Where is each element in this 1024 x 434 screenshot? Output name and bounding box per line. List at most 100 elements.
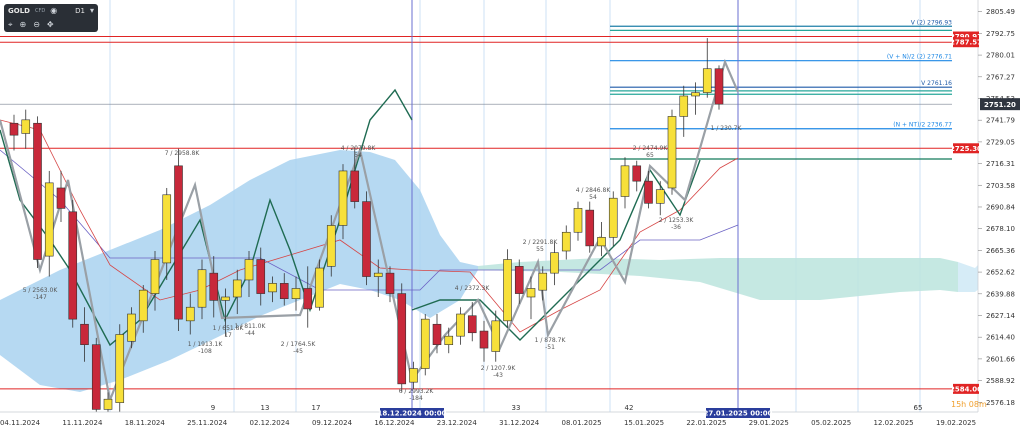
candle-body	[268, 283, 277, 293]
x-tick-label: 22.01.2025	[686, 419, 726, 427]
candle-body	[362, 201, 371, 277]
time-remaining: 15h 08m	[951, 400, 987, 409]
timeframe-selector[interactable]: D1	[75, 7, 85, 15]
time-marker-label: 18.12.2024 00:00	[377, 410, 446, 418]
level-label: (V + N)/2 (2) 2776.71	[887, 54, 952, 61]
y-tick-label: 2601.66	[986, 355, 1015, 363]
level-label: (N + NT)/2 2736.77	[893, 122, 952, 129]
candle-body	[162, 194, 172, 264]
y-tick-label: 2792.75	[986, 30, 1015, 38]
swing-value: -44	[245, 330, 255, 337]
y-tick-label: 2652.62	[986, 269, 1015, 277]
candle-body	[632, 165, 642, 182]
week-number: 9	[211, 404, 215, 412]
candle-body	[138, 289, 148, 322]
y-tick-label: 2576.18	[986, 399, 1015, 407]
candle-body	[679, 95, 689, 117]
candle-body	[397, 293, 407, 385]
candle-body	[444, 335, 454, 345]
candle-body	[409, 368, 418, 383]
price-tag	[953, 37, 979, 48]
swing-label: 4 / 2079.8K	[341, 145, 377, 152]
week-number: 42	[625, 404, 634, 412]
candle-body	[456, 313, 465, 337]
x-tick-label: 09.12.2024	[312, 419, 353, 427]
chart-type-icon[interactable]: ◉	[50, 6, 58, 15]
swing-value: 54	[354, 152, 362, 159]
swing-label: 7 / 2958.8K	[165, 150, 201, 157]
swing-value: 55	[536, 246, 544, 253]
swing-value: -51	[545, 344, 555, 351]
price-tag	[953, 383, 979, 394]
candle-body	[420, 318, 430, 369]
swing-value: -36	[671, 224, 681, 231]
candle-body	[174, 165, 183, 320]
candle-body	[315, 267, 324, 308]
y-tick-label: 2780.01	[986, 52, 1015, 60]
candle-body	[150, 259, 160, 294]
candle-body	[21, 119, 31, 134]
time-marker-tag	[380, 408, 444, 418]
tenkan-line	[0, 119, 739, 333]
candle-body	[326, 225, 336, 267]
candle-body	[550, 252, 559, 274]
x-tick-label: 11.11.2024	[62, 419, 103, 427]
chevron-down-icon[interactable]: ▾	[89, 6, 94, 15]
candle-body	[103, 398, 113, 410]
price-tag-label: 2787.57	[950, 39, 982, 47]
candle-body	[127, 313, 136, 342]
zoom-out-icon[interactable]: ⊖	[33, 20, 40, 29]
y-tick-label: 2639.88	[986, 290, 1015, 298]
swing-value: -184	[409, 395, 423, 402]
y-tick-label: 2627.14	[986, 312, 1015, 320]
swing-value: -108	[198, 348, 212, 355]
candle-body	[514, 266, 524, 294]
price-tag-label: 2584.06	[950, 385, 982, 393]
candle-body	[702, 68, 712, 93]
candle-body	[232, 279, 242, 298]
toolbar: GOLD CFD ◉ D1 ▾ ⌖ ⊕ ⊖ ✥	[4, 4, 98, 32]
candle-body	[209, 272, 219, 301]
candle-body	[197, 269, 207, 308]
y-tick-label: 2741.79	[986, 117, 1015, 125]
price-tag	[953, 143, 979, 154]
y-tick-label: 2703.58	[986, 182, 1015, 190]
week-number: 17	[312, 404, 321, 412]
swing-label: 4 / 2372.3K	[455, 285, 491, 292]
cloud-bullish	[478, 258, 958, 300]
candle-body	[338, 170, 348, 226]
x-tick-label: 04.11.2024	[0, 419, 41, 427]
swing-value: 54	[589, 194, 597, 201]
move-icon[interactable]: ✥	[46, 20, 54, 29]
candle-body	[56, 187, 66, 209]
kijun-line	[0, 149, 739, 291]
swing-label: 2 / 2474.9K	[633, 145, 669, 152]
symbol-label[interactable]: GOLD	[8, 7, 30, 15]
y-tick-label: 2665.36	[986, 247, 1015, 255]
y-tick-label: 2690.84	[986, 203, 1015, 211]
candle-body	[714, 68, 724, 105]
time-marker-tag	[706, 408, 770, 418]
candle-body	[526, 288, 536, 298]
x-tick-label: 16.12.2024	[374, 419, 415, 427]
candle-body	[91, 344, 101, 410]
candle-body	[80, 323, 89, 345]
candle-body	[655, 189, 665, 204]
y-tick-label: 2716.31	[986, 160, 1015, 168]
candle-body	[350, 170, 360, 202]
crosshair-icon[interactable]: ⌖	[8, 20, 13, 29]
zoom-in-icon[interactable]: ⊕	[19, 20, 27, 29]
candle-body	[467, 315, 477, 334]
x-tick-label: 08.01.2025	[562, 419, 602, 427]
y-tick-label: 2729.05	[986, 138, 1015, 146]
candle-body	[68, 211, 78, 320]
current-price-tag	[980, 98, 1020, 111]
candle-body	[291, 288, 301, 299]
candle-body	[244, 259, 254, 281]
swing-label: 2 / 1207.9K	[481, 365, 517, 372]
swing-value: -43	[493, 372, 503, 379]
candle-body	[33, 122, 42, 260]
chikou-line	[411, 159, 701, 341]
swing-value: 17	[224, 332, 232, 339]
